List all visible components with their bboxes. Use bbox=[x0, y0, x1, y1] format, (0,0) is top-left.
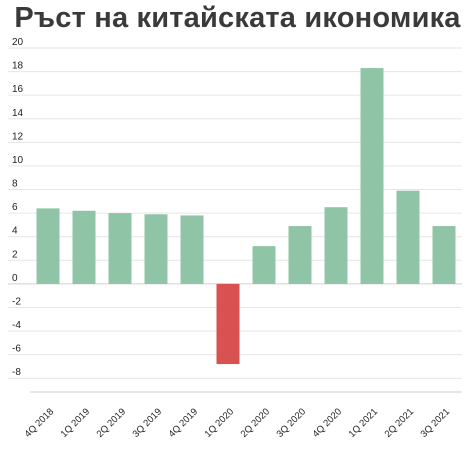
bar bbox=[324, 207, 348, 284]
y-tick-label: -8 bbox=[12, 367, 21, 378]
x-axis: 4Q 2018 1Q 2019 2Q 2019 3Q 2019 4Q 2019 1Q 20… bbox=[23, 391, 462, 440]
x-tick-label: 2Q 2021 bbox=[383, 406, 417, 440]
x-tick-label: 1Q 2020 bbox=[203, 406, 237, 440]
y-tick-label: 16 bbox=[12, 84, 24, 95]
bar bbox=[36, 208, 60, 284]
x-tick-label: 1Q 2021 bbox=[347, 406, 381, 440]
y-tick-label: -4 bbox=[12, 320, 21, 331]
x-tick-label: 3Q 2020 bbox=[275, 406, 309, 440]
bar bbox=[144, 214, 168, 284]
x-tick-label: 4Q 2018 bbox=[23, 406, 57, 440]
bar bbox=[180, 215, 204, 284]
x-tick-label: 2Q 2019 bbox=[95, 406, 129, 440]
y-tick-label: 10 bbox=[12, 155, 24, 166]
bar bbox=[216, 283, 240, 365]
x-tick-label: 2Q 2020 bbox=[239, 406, 273, 440]
x-tick-label: 1Q 2019 bbox=[59, 406, 93, 440]
bar bbox=[360, 68, 384, 284]
bar bbox=[252, 246, 276, 284]
y-tick-label: -2 bbox=[12, 296, 21, 307]
x-tick-label: 3Q 2021 bbox=[419, 406, 453, 440]
y-tick-label: 2 bbox=[12, 249, 18, 260]
bar bbox=[396, 190, 420, 284]
y-tick-label: 0 bbox=[12, 273, 18, 284]
y-tick-label: -6 bbox=[12, 344, 21, 355]
y-tick-label: 6 bbox=[12, 202, 18, 213]
bar bbox=[432, 226, 456, 284]
y-tick-label: 4 bbox=[12, 226, 18, 237]
bar bbox=[108, 213, 132, 284]
bar bbox=[288, 226, 312, 284]
y-tick-label: 12 bbox=[12, 131, 24, 142]
y-tick-label: 18 bbox=[12, 61, 24, 72]
y-tick-label: 8 bbox=[12, 179, 18, 190]
y-tick-label: 20 bbox=[12, 37, 24, 48]
x-tick-label: 3Q 2019 bbox=[131, 406, 165, 440]
y-tick-label: 14 bbox=[12, 108, 24, 119]
x-tick-label: 4Q 2020 bbox=[311, 406, 345, 440]
chart-title: Ръст на китайската икономика bbox=[14, 2, 461, 34]
x-tick-label: 4Q 2019 bbox=[167, 406, 201, 440]
bars bbox=[36, 68, 456, 365]
bar bbox=[72, 210, 96, 284]
